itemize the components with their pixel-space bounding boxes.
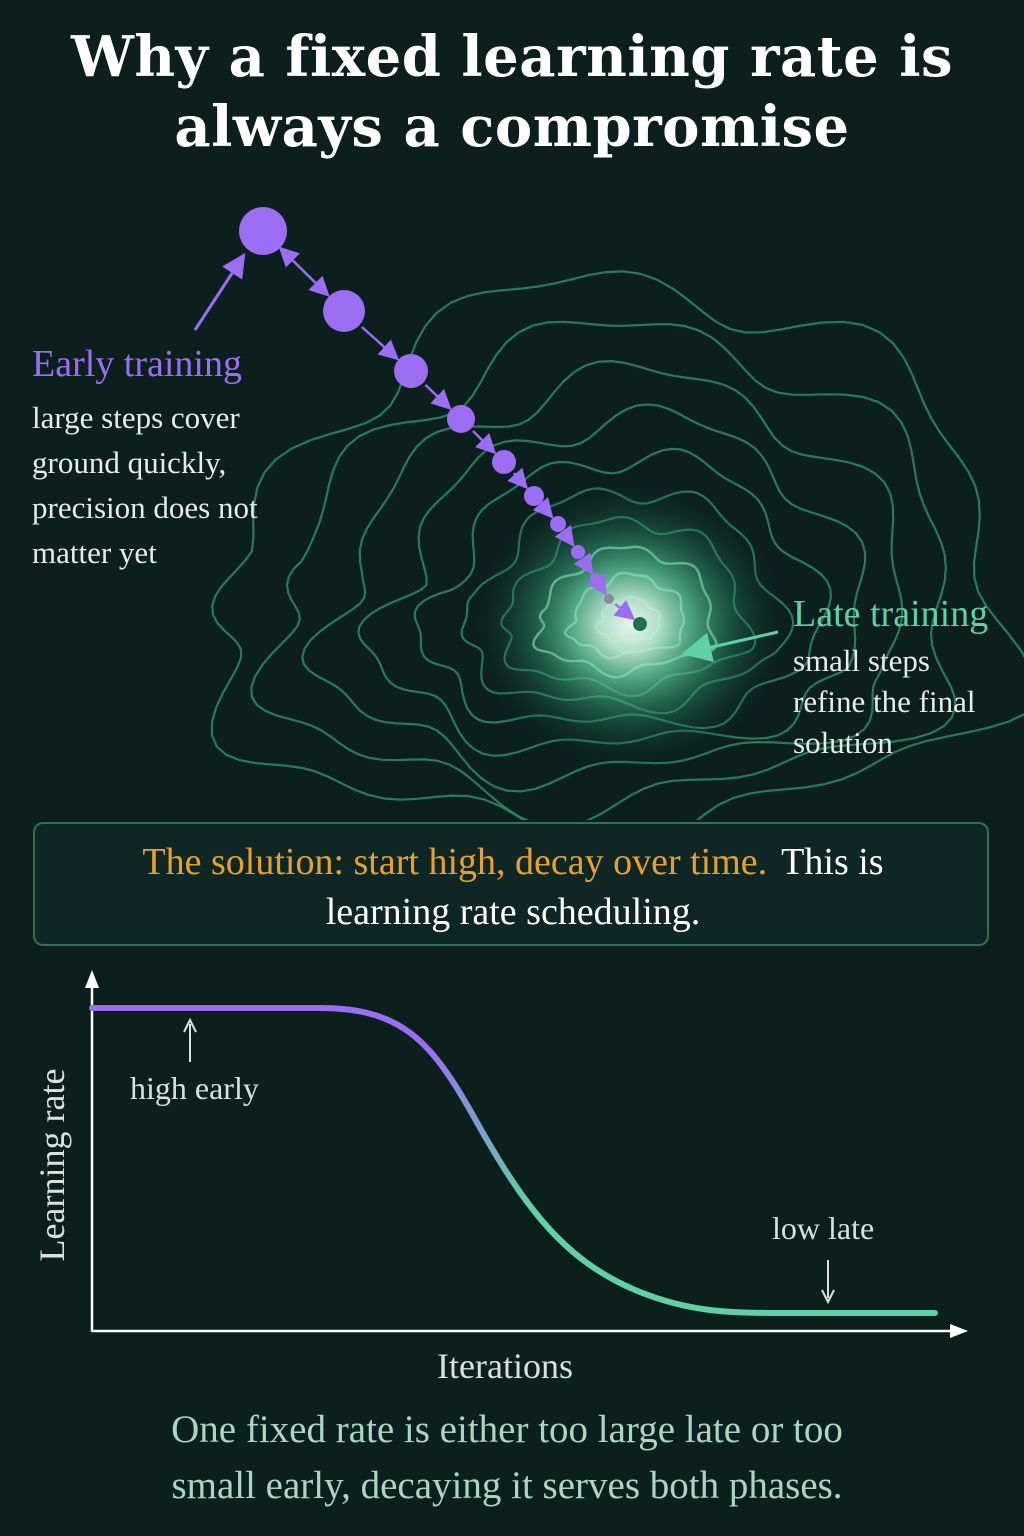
step-arrow [472, 430, 497, 455]
title-line-1: Why a fixed learning rate is [70, 24, 954, 90]
late-training-description: small steps refine the final solution [793, 640, 975, 763]
y-axis-arrowhead [85, 970, 99, 988]
late-pointer-arrow [681, 630, 779, 662]
footer-line-1: One fixed rate is either too large late … [171, 1408, 843, 1451]
step-dot [447, 405, 475, 433]
step-dot [571, 545, 585, 559]
minimum-point [633, 617, 647, 631]
step-arrow [573, 552, 594, 575]
x-axis-label: Iterations [437, 1346, 573, 1386]
step-arrow [424, 383, 452, 410]
schedule-chart [85, 970, 968, 1338]
contour-line [210, 270, 1024, 820]
low-late-arrowhead [821, 1289, 835, 1305]
step-dot [524, 486, 544, 506]
late-line-1: small steps [793, 643, 930, 678]
step-arrow [507, 467, 528, 490]
step-dot [492, 450, 516, 474]
x-axis-arrowhead [950, 1324, 968, 1338]
late-line-3: solution [793, 725, 893, 760]
late-training-heading: Late training [793, 593, 989, 635]
learning-rate-curve [89, 1005, 938, 1316]
step-dot [323, 290, 365, 332]
step-arrow [587, 573, 607, 596]
low-late-note: low late [772, 1210, 875, 1246]
early-line-2: ground quickly, [32, 445, 227, 480]
step-arrow [554, 524, 575, 548]
early-training-heading: Early training [32, 343, 242, 385]
early-line-1: large steps cover [32, 400, 240, 435]
step-dot [239, 207, 287, 255]
footer-caption: One fixed rate is either too large late … [0, 1402, 1014, 1514]
step-dot [394, 354, 428, 388]
contour-line [301, 359, 904, 793]
page-title: Why a fixed learning rate is always a co… [0, 22, 1024, 162]
step-arrow [361, 326, 400, 361]
early-line-4: matter yet [32, 535, 157, 570]
early-training-description: large steps cover ground quickly, precis… [32, 395, 258, 575]
early-line-3: precision does not [32, 490, 258, 525]
y-axis-label: Learning rate [32, 1068, 72, 1262]
late-line-2: refine the final [793, 684, 976, 719]
solution-text-2: learning rate scheduling. [325, 891, 701, 933]
step-arrow [613, 599, 636, 621]
loss-landscape-diagram [193, 207, 1024, 820]
early-pointer-arrow [193, 252, 246, 331]
high-early-note: high early [130, 1070, 259, 1106]
step-arrow [278, 246, 330, 297]
minimum-glow [465, 475, 795, 775]
high-early-arrowhead [183, 1017, 197, 1033]
step-dot [590, 573, 602, 585]
footer-line-2: small early, decaying it serves both pha… [171, 1464, 843, 1507]
solution-callout: The solution: start high, decay over tim… [33, 822, 989, 946]
gradient-steps [239, 207, 647, 631]
contour-line [357, 403, 867, 757]
step-dot [550, 516, 566, 532]
step-dot [604, 594, 614, 604]
step-arrow [532, 497, 554, 519]
solution-highlight: The solution: start high, decay over tim… [142, 841, 768, 883]
title-line-2: always a compromise [174, 94, 850, 160]
contour-line [250, 320, 957, 820]
solution-text-1: This is [781, 841, 884, 883]
